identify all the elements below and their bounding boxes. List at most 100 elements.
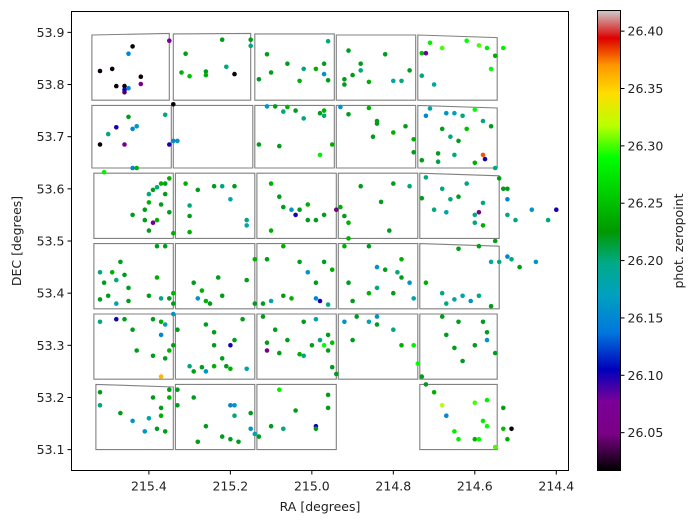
data-point xyxy=(492,238,498,244)
data-point xyxy=(325,332,331,338)
colorbar-tick-label: 26.30 xyxy=(628,138,664,153)
data-point xyxy=(256,142,262,147)
data-point xyxy=(232,337,237,343)
data-point xyxy=(158,374,164,379)
data-point xyxy=(350,337,355,343)
data-point xyxy=(252,257,258,262)
data-point xyxy=(492,444,498,450)
data-point xyxy=(488,303,494,309)
data-point xyxy=(285,337,290,343)
data-point xyxy=(313,66,319,72)
ccd-outline xyxy=(419,243,500,310)
data-point xyxy=(277,143,282,149)
data-point xyxy=(484,45,490,51)
data-point xyxy=(374,314,380,319)
data-point xyxy=(109,66,115,72)
data-point xyxy=(533,259,539,265)
data-point xyxy=(321,343,327,348)
data-point xyxy=(142,207,148,212)
data-point xyxy=(321,259,327,265)
colorbar-tick-label: 26.20 xyxy=(628,253,664,268)
data-point xyxy=(150,395,156,400)
data-point xyxy=(403,124,408,129)
data-point xyxy=(281,426,286,432)
colorbar-tick-label: 26.25 xyxy=(628,196,664,211)
colorbar-tick-label: 26.40 xyxy=(628,24,664,39)
data-point xyxy=(134,124,139,129)
data-point xyxy=(219,356,225,361)
data-point xyxy=(484,423,490,429)
ccd-outline xyxy=(174,243,256,310)
ccd-outline xyxy=(419,383,498,451)
plot-frame xyxy=(71,11,569,471)
data-point xyxy=(187,203,192,208)
data-point xyxy=(264,348,270,353)
data-point xyxy=(134,348,139,353)
data-point xyxy=(472,436,478,442)
data-point xyxy=(171,230,176,236)
data-point xyxy=(281,243,286,249)
data-point xyxy=(297,259,302,265)
data-point xyxy=(505,436,510,442)
ccd-outline xyxy=(337,313,419,380)
data-point xyxy=(411,296,417,301)
data-point xyxy=(423,280,429,286)
data-point xyxy=(431,390,437,395)
colorbar-label: phot. zeropoint xyxy=(671,193,686,288)
y-tick-label: 53.1 xyxy=(37,442,65,457)
data-point xyxy=(387,228,392,233)
data-point xyxy=(171,343,176,348)
data-point xyxy=(154,275,160,280)
data-point xyxy=(366,319,372,325)
data-points xyxy=(97,37,559,450)
data-point xyxy=(456,246,461,252)
data-point xyxy=(285,104,290,110)
data-point xyxy=(334,371,339,377)
data-point xyxy=(219,37,225,42)
data-point xyxy=(435,151,441,156)
ccd-outline xyxy=(93,172,174,239)
data-point xyxy=(167,210,172,215)
data-point xyxy=(187,229,192,235)
data-point xyxy=(150,187,156,193)
data-point xyxy=(313,316,319,322)
data-point xyxy=(195,439,201,445)
data-point xyxy=(496,259,502,265)
data-point xyxy=(297,78,302,84)
data-point xyxy=(354,314,360,319)
data-point xyxy=(171,290,176,296)
ccd-outline xyxy=(172,104,254,169)
data-point xyxy=(264,52,270,57)
data-point xyxy=(248,37,253,42)
data-point xyxy=(439,290,445,296)
data-point xyxy=(244,277,249,283)
data-point xyxy=(203,423,209,429)
data-point xyxy=(207,301,213,306)
data-point xyxy=(374,264,380,270)
data-point xyxy=(325,38,331,44)
data-point xyxy=(175,327,180,333)
data-point xyxy=(399,78,404,84)
data-point xyxy=(126,51,131,56)
data-point xyxy=(228,436,233,442)
data-point xyxy=(382,267,388,273)
ccd-outline xyxy=(93,243,174,310)
data-point xyxy=(211,363,217,369)
data-point xyxy=(448,134,453,139)
data-point xyxy=(480,118,486,124)
data-point xyxy=(162,322,168,327)
data-point xyxy=(158,413,164,419)
data-point xyxy=(321,212,327,218)
data-point xyxy=(118,259,123,265)
data-point xyxy=(171,138,176,144)
data-point xyxy=(444,301,449,306)
data-point xyxy=(439,45,445,51)
data-point xyxy=(301,66,307,72)
data-point xyxy=(130,126,135,132)
data-point xyxy=(191,369,196,374)
data-point xyxy=(158,296,164,301)
data-point xyxy=(167,176,172,181)
data-point xyxy=(109,270,115,275)
data-point xyxy=(130,44,135,49)
